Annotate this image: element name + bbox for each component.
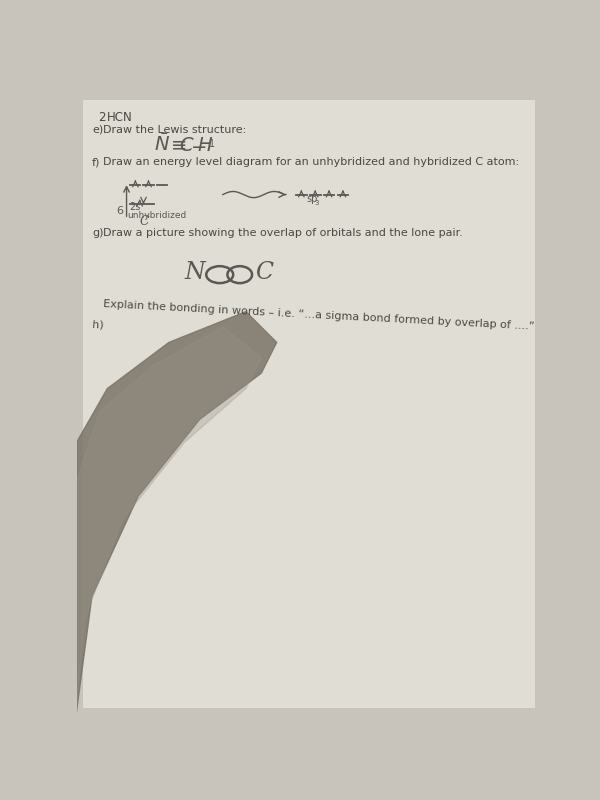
Text: Explain the bonding in words – i.e. “...a sigma bond formed by overlap of ....”: Explain the bonding in words – i.e. “...… — [103, 299, 535, 332]
Text: g): g) — [92, 228, 103, 238]
Text: e): e) — [92, 125, 103, 135]
Text: $-$: $-$ — [190, 136, 207, 154]
Text: 3: 3 — [314, 199, 319, 206]
Text: 6: 6 — [116, 206, 124, 216]
Text: 2s: 2s — [129, 202, 140, 212]
Text: $\equiv$: $\equiv$ — [167, 136, 187, 154]
Text: Draw the Lewis structure:: Draw the Lewis structure: — [103, 125, 247, 135]
Text: sp: sp — [307, 194, 318, 204]
Text: C: C — [255, 262, 273, 284]
Text: 1: 1 — [209, 139, 215, 149]
Text: 2: 2 — [98, 111, 106, 125]
Polygon shape — [77, 311, 277, 712]
Text: Draw an energy level diagram for an unhybridized and hybridized C atom:: Draw an energy level diagram for an unhy… — [103, 158, 520, 167]
Text: $\bar{N}$: $\bar{N}$ — [154, 134, 170, 155]
Text: $H$: $H$ — [197, 138, 214, 155]
Text: HCN: HCN — [107, 111, 133, 125]
Text: f): f) — [92, 158, 100, 167]
Text: unhybridized: unhybridized — [127, 210, 187, 220]
FancyBboxPatch shape — [83, 100, 535, 708]
Polygon shape — [77, 327, 262, 712]
Text: N: N — [184, 262, 205, 284]
Text: Draw a picture showing the overlap of orbitals and the lone pair.: Draw a picture showing the overlap of or… — [103, 228, 463, 238]
Text: h): h) — [92, 320, 104, 330]
Text: $C$: $C$ — [179, 138, 194, 155]
Text: C: C — [140, 215, 149, 228]
